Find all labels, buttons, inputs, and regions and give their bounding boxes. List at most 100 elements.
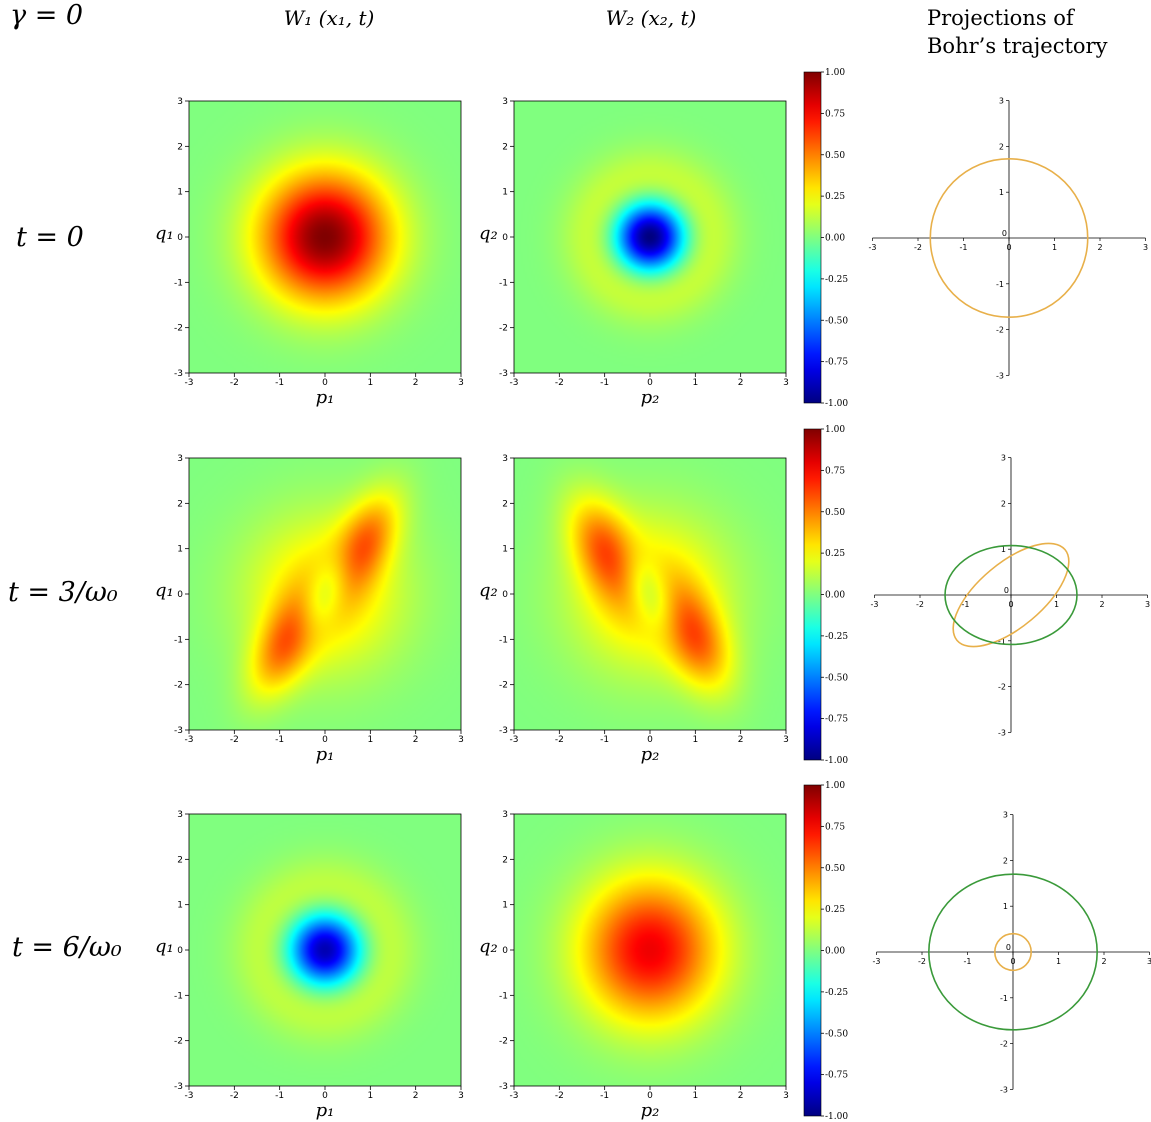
y-tick-label: 0 <box>177 590 183 600</box>
orbit-x-tick-label: 0 <box>1010 957 1015 966</box>
x-tick-label: 3 <box>783 378 789 388</box>
y-tick-label: 3 <box>502 97 508 107</box>
x-tick-label: 0 <box>647 1091 653 1101</box>
y-axis-label: q₂ <box>479 580 498 601</box>
y-tick-label: 2 <box>177 499 183 509</box>
x-axis-label: p₁ <box>316 387 335 408</box>
x-tick-label: 2 <box>738 1091 744 1101</box>
y-tick-label: 0 <box>502 233 508 243</box>
colorbar-tick-label: -0.50 <box>825 673 848 683</box>
x-axis-label: p₁ <box>316 1100 335 1121</box>
colorbar-tick-label: -1.00 <box>825 756 848 766</box>
x-tick-label: 1 <box>367 1091 373 1101</box>
x-tick-label: -2 <box>555 378 564 388</box>
x-tick-label: 2 <box>738 735 744 745</box>
y-tick-label: -2 <box>499 324 508 334</box>
x-tick-label: 1 <box>367 378 373 388</box>
y-tick-label: 1 <box>177 545 183 555</box>
gamma-label: γ = 0 <box>10 0 84 31</box>
x-tick-label: 2 <box>413 735 419 745</box>
x-tick-label: -3 <box>185 378 194 388</box>
orbit-y-tick-label: 1 <box>1003 902 1008 911</box>
orbit-trajectory-1 <box>929 157 1089 319</box>
colorbar-row2: 1.00 0.75 0.50 0.25 0.00 -0.25 -0.50 -0.75 -1.00 <box>803 781 848 1122</box>
x-tick-label: 1 <box>692 1091 698 1101</box>
x-tick-label: 0 <box>647 735 653 745</box>
y-tick-label: 0 <box>177 946 183 956</box>
x-axis-label: p₁ <box>316 744 335 765</box>
y-tick-label: 1 <box>502 188 508 198</box>
colorbar-tick-label: 1.00 <box>825 425 845 435</box>
colorbar-tick-label: 0.25 <box>825 905 845 915</box>
orbit-y-tick-label: 2 <box>1003 856 1008 865</box>
y-axis-label: q₂ <box>479 223 498 244</box>
y-tick-label: 0 <box>177 233 183 243</box>
orbit-y-tick-label: -3 <box>996 371 1004 380</box>
heatmap-image <box>189 101 461 373</box>
orbit-y-tick-label: -3 <box>1000 1085 1008 1094</box>
colorbar-tick-label: -0.50 <box>825 1029 848 1039</box>
x-tick-label: -1 <box>600 735 609 745</box>
x-tick-label: 0 <box>322 378 328 388</box>
x-tick-label: 2 <box>413 378 419 388</box>
colorbar-tick-label: -0.25 <box>825 275 848 285</box>
y-tick-label: -3 <box>499 369 508 379</box>
orbit-y-tick-label: 3 <box>1003 811 1008 820</box>
x-tick-label: -3 <box>510 378 519 388</box>
orbit-y-tick-label: -3 <box>998 728 1006 737</box>
colorbar-tick-label: 1.00 <box>825 68 845 78</box>
y-tick-label: 2 <box>502 499 508 509</box>
x-tick-label: -3 <box>510 1091 519 1101</box>
colorbar-gradient <box>803 784 822 1117</box>
row-label-2: t = 6/ω₀ <box>12 932 122 963</box>
orbit-trajectory-1 <box>994 932 1033 972</box>
orbit-x-tick-label: -2 <box>914 243 922 252</box>
orbit-trajectory-2 <box>928 873 1098 1031</box>
x-tick-label: -1 <box>275 378 284 388</box>
orbit-x-tick-label: 3 <box>1145 600 1150 609</box>
colorbar-tick-label: -0.25 <box>825 632 848 642</box>
heatmap-w2-row1: -3-3 -2 -2 -1 -1 0 0 1 1 2 2 3 3 p₂ <box>499 454 789 765</box>
heatmap-image <box>514 458 786 730</box>
orbit-y-tick-label: 0 <box>1002 229 1007 238</box>
colorbar-tick-label: 0.50 <box>825 864 845 874</box>
x-tick-label: 1 <box>692 735 698 745</box>
orbit-plot-row0: -3 -3 -2 -2 -1 -1 0 0 1 1 2 2 3 3 <box>869 97 1149 381</box>
orbit-trajectory-1 <box>952 542 1070 648</box>
orbit-y-tick-label: 1 <box>1001 545 1006 554</box>
y-tick-label: -3 <box>174 726 183 736</box>
x-tick-label: -2 <box>230 735 239 745</box>
y-tick-label: 2 <box>502 855 508 865</box>
y-axis-label: q₁ <box>155 936 174 957</box>
y-axis-label: q₂ <box>479 936 498 957</box>
y-tick-label: 2 <box>502 142 508 152</box>
y-tick-label: -1 <box>499 278 508 288</box>
row-label-0: t = 0 <box>16 222 84 253</box>
orbit-x-tick-label: 3 <box>1143 243 1148 252</box>
orbit-x-tick-label: 1 <box>1054 600 1059 609</box>
orbit-y-tick-label: -2 <box>996 326 1004 335</box>
colorbar-tick-label: 1.00 <box>825 781 845 791</box>
y-tick-label: 3 <box>177 454 183 464</box>
orbit-x-tick-label: 2 <box>1097 243 1102 252</box>
colorbar-tick-label: 0.75 <box>825 822 845 832</box>
heatmap-w1-row1: -3-3 -2 -2 -1 -1 0 0 1 1 2 2 3 3 p₁ <box>174 454 464 765</box>
colorbar-tick-label: 0.00 <box>825 234 845 244</box>
heatmap-w1-row0: -3-3 -2 -2 -1 -1 0 0 1 1 2 2 3 3 p₁ <box>174 97 464 408</box>
colorbar-tick-label: -1.00 <box>825 399 848 409</box>
colorbar-gradient <box>803 71 822 404</box>
y-tick-label: -2 <box>499 681 508 691</box>
heatmap-w2-row2: -3-3 -2 -2 -1 -1 0 0 1 1 2 2 3 3 p₂ <box>499 810 789 1121</box>
x-tick-label: -2 <box>555 735 564 745</box>
heatmap-image <box>514 814 786 1086</box>
col1-title: W₁ (x₁, t) <box>283 6 375 30</box>
orbit-x-tick-label: -1 <box>962 600 970 609</box>
heatmap-w1-row2: -3-3 -2 -2 -1 -1 0 0 1 1 2 2 3 3 p₁ <box>174 810 464 1121</box>
y-tick-label: -1 <box>174 635 183 645</box>
orbit-y-tick-label: -2 <box>998 683 1006 692</box>
col2-title: W₂ (x₂, t) <box>605 6 697 30</box>
orbit-y-tick-label: 2 <box>1001 499 1006 508</box>
y-tick-label: -1 <box>174 991 183 1001</box>
x-tick-label: 0 <box>322 735 328 745</box>
colorbar-tick-label: 0.50 <box>825 151 845 161</box>
